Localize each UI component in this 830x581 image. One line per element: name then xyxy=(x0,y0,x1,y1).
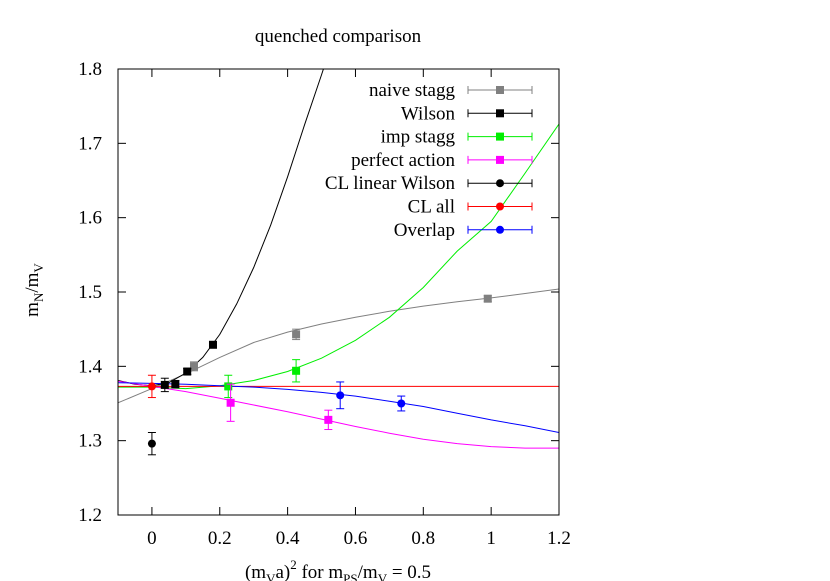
data-point xyxy=(292,330,301,339)
legend-marker xyxy=(496,132,504,141)
data-point xyxy=(224,382,233,391)
x-axis-label-sup: 2 xyxy=(290,557,297,572)
x-axis-label-rest: for m xyxy=(297,562,344,581)
legend-marker xyxy=(496,179,504,188)
x-tick-label: 0.4 xyxy=(276,528,300,549)
y-tick-label: 1.7 xyxy=(78,133,102,154)
y-tick-label: 1.6 xyxy=(78,208,102,229)
legend-marker xyxy=(496,109,504,118)
y-tick-label: 1.5 xyxy=(78,282,102,303)
x-axis-label: (mVa)2 for mPS/mV = 0.5 xyxy=(245,557,431,581)
x-axis-label-sub3: V xyxy=(378,571,388,581)
x-tick-label: 1 xyxy=(486,528,496,549)
x-tick-label: 0.2 xyxy=(208,528,232,549)
data-point xyxy=(171,380,180,389)
data-point xyxy=(208,340,217,349)
fit-curve xyxy=(118,380,559,449)
legend-label: Wilson xyxy=(401,103,456,124)
legend-marker xyxy=(496,155,504,164)
data-point xyxy=(160,380,169,389)
legend-label: naive stagg xyxy=(369,80,456,101)
data-points xyxy=(147,294,492,456)
x-axis-label-mid: a) xyxy=(275,562,290,581)
legend-marker xyxy=(496,86,504,94)
legend-label: imp stagg xyxy=(381,127,456,148)
x-axis-label-base: (m xyxy=(245,562,266,581)
y-tick-label: 1.8 xyxy=(78,59,102,80)
x-tick-label: 0 xyxy=(147,528,157,549)
legend-marker xyxy=(496,225,504,234)
y-axis-label-mid: /m xyxy=(22,272,43,292)
data-point xyxy=(336,391,345,400)
x-axis-label-tail: = 0.5 xyxy=(387,562,431,581)
data-point xyxy=(147,382,156,391)
data-point xyxy=(292,366,301,375)
fit-curve xyxy=(118,382,559,433)
fit-curve xyxy=(118,123,559,390)
x-axis-label-sub1: V xyxy=(266,571,276,581)
x-axis-label-rest2: /m xyxy=(358,562,378,581)
y-tick-label: 1.4 xyxy=(78,356,102,377)
legend-label: Overlap xyxy=(394,220,455,241)
y-tick-label: 1.3 xyxy=(78,431,102,452)
data-point xyxy=(397,399,406,408)
x-axis-label-sub2: PS xyxy=(343,571,357,581)
y-axis-label-sub2: V xyxy=(31,263,46,273)
x-tick-label: 1.2 xyxy=(547,528,571,549)
x-tick-label: 0.6 xyxy=(344,528,368,549)
data-point xyxy=(183,367,192,376)
y-axis-ticks: 1.2 1.3 1.4 1.5 1.6 1.7 1.8 xyxy=(78,59,559,526)
fit-curve xyxy=(118,288,559,404)
data-point xyxy=(147,439,156,448)
x-axis-ticks: 0 0.2 0.4 0.6 0.8 1 1.2 xyxy=(147,69,571,549)
data-point xyxy=(324,415,333,424)
y-axis-label-base: m xyxy=(22,302,43,317)
y-axis-label-sub1: N xyxy=(31,292,46,302)
chart-title: quenched comparison xyxy=(255,26,422,47)
legend-label: CL all xyxy=(408,197,455,218)
x-tick-label: 0.8 xyxy=(411,528,435,549)
data-point xyxy=(189,362,198,371)
plot-frame xyxy=(117,68,560,516)
legend-label: perfect action xyxy=(351,150,455,171)
data-point xyxy=(226,398,235,407)
legend-marker xyxy=(496,202,504,211)
legend-label: CL linear Wilson xyxy=(325,173,456,194)
y-tick-label: 1.2 xyxy=(78,505,102,526)
data-point xyxy=(483,294,492,303)
y-axis-label: mN/mV xyxy=(22,263,46,317)
